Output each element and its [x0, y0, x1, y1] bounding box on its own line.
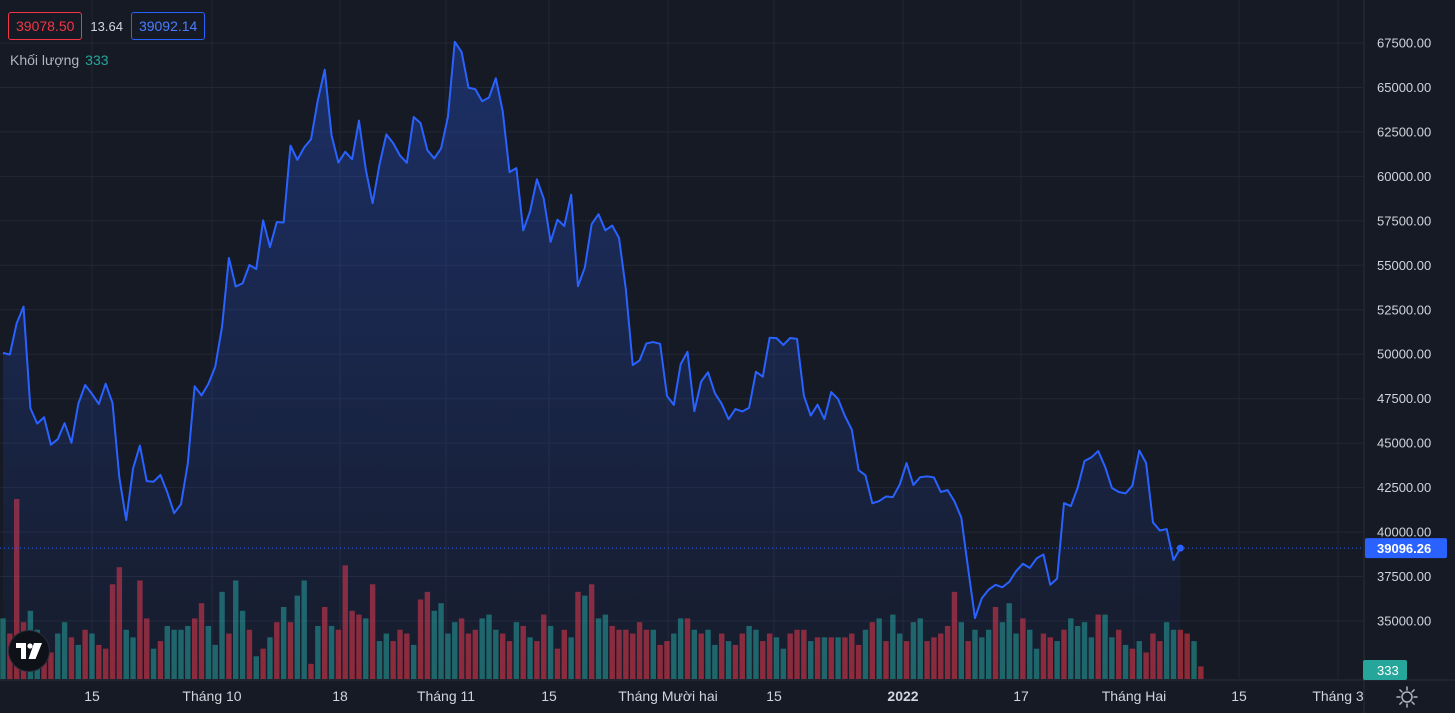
time-axis-label: 15	[84, 688, 100, 704]
time-axis-label: 17	[1013, 688, 1029, 704]
price-axis-label: 40000.00	[1377, 525, 1431, 540]
price-axis-label: 55000.00	[1377, 258, 1431, 273]
last-volume-label: 333	[1377, 663, 1399, 678]
last-volume-badge	[1363, 660, 1407, 680]
legend-open-value: 39078.50	[8, 12, 83, 40]
volume-legend: Khối lượng 333	[10, 52, 109, 68]
volume-bar	[1191, 641, 1197, 679]
price-axis[interactable]: 35000.00 37500.00 40000.00 42500.00 45000.00…	[1363, 36, 1447, 681]
price-axis-label: 60000.00	[1377, 169, 1431, 184]
last-price-dot	[1176, 544, 1184, 552]
price-legend: 39078.50 13.64 39092.14	[8, 12, 206, 40]
tradingview-logo-icon[interactable]	[9, 631, 49, 671]
price-axis-label: 50000.00	[1377, 347, 1431, 362]
last-price-label: 39096.26	[1377, 541, 1431, 556]
time-axis-label: 18	[332, 688, 348, 704]
volume-value: 333	[85, 52, 109, 68]
volume-bar	[1177, 629, 1184, 679]
time-axis-label: Tháng 3	[1312, 688, 1364, 704]
price-axis-label: 42500.00	[1377, 480, 1431, 495]
price-area-fill	[3, 41, 1181, 680]
price-line	[2, 40, 1182, 620]
time-axis-label: 15	[541, 688, 557, 704]
time-axis[interactable]: 15 Tháng 10 18 Tháng 11 15 Tháng Mười hai 15 20…	[84, 688, 1364, 704]
volume-bar	[1198, 666, 1204, 679]
price-axis-label: 57500.00	[1377, 213, 1431, 228]
time-axis-label: Tháng Hai	[1102, 688, 1167, 704]
legend-close-value: 39092.14	[130, 12, 206, 40]
time-axis-label: 15	[766, 688, 782, 704]
price-axis-label: 52500.00	[1377, 302, 1431, 317]
legend-change-value: 13.64	[90, 18, 123, 34]
price-axis-label: 67500.00	[1377, 36, 1431, 51]
time-axis-label: 15	[1231, 688, 1247, 704]
time-axis-label: 2022	[887, 688, 918, 704]
price-axis-label: 37500.00	[1377, 569, 1431, 584]
price-axis-label: 35000.00	[1377, 614, 1431, 629]
price-axis-label: 62500.00	[1377, 124, 1431, 139]
price-area	[0, 40, 1363, 680]
time-axis-label: Tháng 10	[182, 688, 241, 704]
time-axis-label: Tháng Mười hai	[618, 688, 717, 704]
volume-label: Khối lượng	[10, 52, 80, 68]
gear-icon[interactable]	[1395, 685, 1419, 709]
price-axis-label: 47500.00	[1377, 391, 1431, 406]
time-axis-label: Tháng 11	[417, 688, 475, 704]
last-price-badge	[1365, 538, 1447, 559]
price-axis-label: 65000.00	[1377, 80, 1431, 95]
volume-bar	[1184, 633, 1190, 679]
price-axis-label: 45000.00	[1377, 436, 1431, 451]
